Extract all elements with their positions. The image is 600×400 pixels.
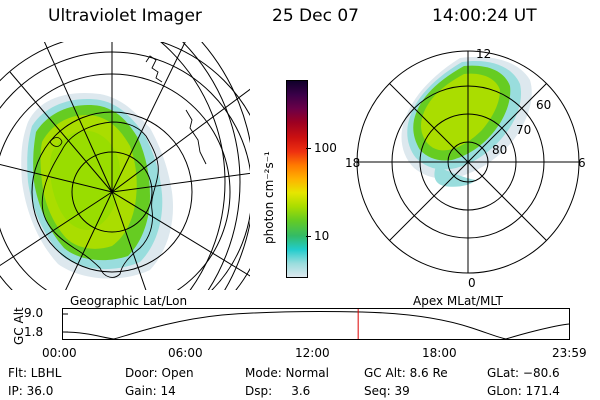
- glat-info: GLat: −80.6: [487, 366, 560, 380]
- gain-info: Gain: 14: [125, 384, 176, 398]
- mlt-label-18: 18: [345, 156, 360, 170]
- altitude-xtick-0: 00:00: [42, 346, 77, 360]
- colorbar: [286, 80, 308, 278]
- altitude-xtick-2: 12:00: [295, 346, 330, 360]
- altitude-xtick-1: 06:00: [168, 346, 203, 360]
- mode-info: Mode: Normal: [245, 366, 329, 380]
- continent-outline: [41, 121, 159, 278]
- altitude-ytick-high: 9.0: [24, 306, 44, 320]
- mlt-label-0: 0: [468, 276, 476, 290]
- gc-alt-info: GC Alt: 8.6 Re: [364, 366, 448, 380]
- altitude-ytick-low: 1.8: [24, 325, 44, 339]
- altitude-plot: [62, 308, 570, 340]
- geographic-map: [0, 42, 250, 290]
- mlat-label-80: 80: [492, 143, 507, 157]
- mlt-label-12: 12: [476, 47, 491, 61]
- door-info: Door: Open: [125, 366, 194, 380]
- mlat-label-60: 60: [536, 98, 551, 112]
- date-label: 25 Dec 07: [272, 6, 359, 26]
- altitude-xtick-4: 23:59: [552, 346, 587, 360]
- altitude-xtick-3: 18:00: [422, 346, 457, 360]
- colorbar-unit-label: photon cm⁻²s⁻¹: [262, 151, 276, 244]
- geo-aurora-image: [21, 92, 174, 279]
- instrument-title: Ultraviolet Imager: [48, 6, 202, 26]
- dsp-info: Dsp: 3.6: [245, 384, 311, 398]
- mlt-label-6: 6: [578, 156, 586, 170]
- apex-map-label: Apex MLat/MLT: [413, 294, 503, 308]
- seq-info: Seq: 39: [364, 384, 410, 398]
- mlat-label-70: 70: [516, 123, 531, 137]
- filter-info: Flt: LBHL: [8, 366, 62, 380]
- glon-info: GLon: 171.4: [487, 384, 560, 398]
- apex-aurora-image: [401, 56, 532, 187]
- geo-map-label: Geographic Lat/Lon: [70, 294, 188, 308]
- colorbar-tick-mark: [306, 236, 311, 237]
- time-label: 14:00:24 UT: [432, 6, 537, 26]
- colorbar-tick-100: 100: [314, 141, 337, 155]
- apex-magnetic-map: 12 0 18 6 60 70 80: [345, 47, 586, 290]
- colorbar-tick-mark: [306, 148, 311, 149]
- colorbar-tick-10: 10: [314, 229, 330, 243]
- ip-info: IP: 36.0: [8, 384, 54, 398]
